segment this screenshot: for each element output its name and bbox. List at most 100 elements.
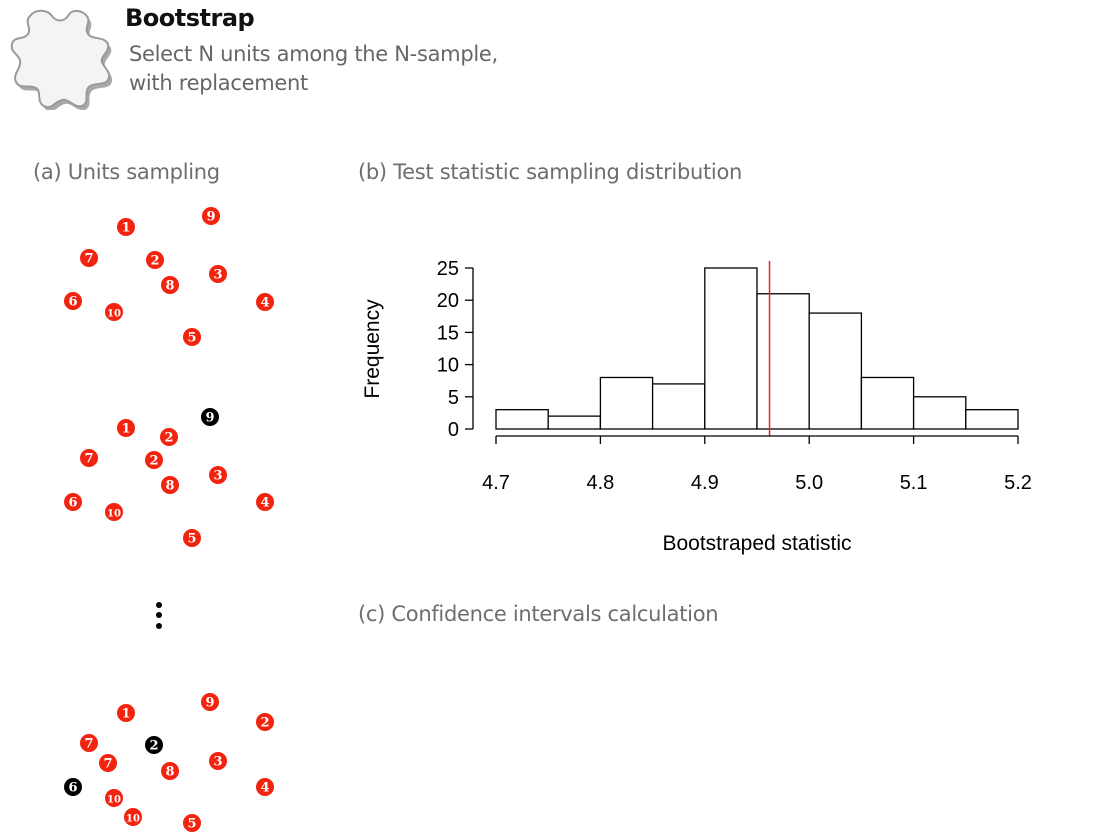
x-axis-label: Bootstraped statistic bbox=[662, 532, 851, 555]
unit-number: 2 bbox=[149, 454, 158, 469]
histogram-bar bbox=[912, 396, 967, 430]
ellipsis-dot bbox=[156, 612, 162, 618]
x-axis: 4.7 4.8 4.9 5.0 5.1 5.2 bbox=[482, 435, 1032, 494]
unit-number: 1 bbox=[121, 422, 130, 437]
unit-marker: 2 bbox=[256, 713, 274, 731]
y-axis: 0 5 10 15 20 25 bbox=[437, 258, 474, 441]
unit-circle bbox=[201, 408, 219, 426]
ellipsis-dots bbox=[156, 602, 162, 629]
histogram-bar bbox=[965, 409, 1019, 430]
unit-circle bbox=[256, 293, 274, 311]
unit-marker: 8 bbox=[161, 762, 179, 780]
panel-c-label: (c) Confidence intervals calculation bbox=[358, 602, 719, 626]
unit-circle bbox=[256, 713, 274, 731]
unit-number: 10 bbox=[107, 795, 121, 806]
unit-marker: 9 bbox=[202, 207, 220, 225]
unit-number: 8 bbox=[165, 479, 174, 494]
unit-marker: 3 bbox=[209, 466, 227, 484]
unit-marker: 4 bbox=[256, 493, 274, 511]
unit-circle bbox=[201, 693, 219, 711]
x-tick-label: 4.8 bbox=[586, 472, 614, 494]
unit-marker: 2 bbox=[146, 251, 164, 269]
unit-circle bbox=[161, 276, 179, 294]
bootstrap-histogram: 0 5 10 15 20 25 4.7 4.8 4.9 5.0 5.1 5.2 Bootstraped … bbox=[361, 258, 1032, 555]
histogram-bar bbox=[547, 415, 602, 430]
unit-number: 9 bbox=[205, 411, 214, 426]
unit-circle bbox=[117, 704, 135, 722]
panel-b-label: (b) Test statistic sampling distribution bbox=[358, 160, 743, 184]
unit-circle bbox=[80, 449, 98, 467]
unit-circle bbox=[117, 419, 135, 437]
subtitle-line-2: with replacement bbox=[129, 71, 308, 95]
unit-circle bbox=[105, 303, 123, 321]
unit-number: 9 bbox=[205, 696, 214, 711]
unit-circle bbox=[209, 265, 227, 283]
unit-marker: 10 bbox=[105, 503, 123, 521]
unit-marker: 3 bbox=[209, 265, 227, 283]
unit-circle bbox=[209, 466, 227, 484]
unit-marker: 6 bbox=[64, 493, 82, 511]
x-tick-label: 4.7 bbox=[482, 472, 510, 494]
unit-marker: 2 bbox=[160, 428, 178, 446]
unit-marker: 6 bbox=[64, 778, 82, 796]
unit-number: 7 bbox=[103, 757, 112, 772]
unit-marker: 2 bbox=[145, 451, 163, 469]
unit-circle bbox=[161, 762, 179, 780]
y-tick-label: 15 bbox=[437, 322, 459, 344]
unit-circle bbox=[145, 451, 163, 469]
unit-marker: 10 bbox=[105, 303, 123, 321]
unit-number: 9 bbox=[206, 210, 215, 225]
unit-circle bbox=[105, 789, 123, 807]
unit-marker: 5 bbox=[183, 328, 201, 346]
unit-marker: 7 bbox=[80, 449, 98, 467]
unit-number: 3 bbox=[213, 268, 222, 283]
y-tick-label: 5 bbox=[448, 387, 459, 409]
unit-marker: 3 bbox=[209, 752, 227, 770]
unit-number: 7 bbox=[84, 452, 93, 467]
unit-circle bbox=[256, 778, 274, 796]
unit-circle bbox=[145, 736, 163, 754]
unit-number: 8 bbox=[165, 765, 174, 780]
unit-circle bbox=[160, 428, 178, 446]
unit-marker: 10 bbox=[124, 808, 142, 826]
unit-number: 4 bbox=[260, 781, 269, 796]
unit-number: 7 bbox=[84, 737, 93, 752]
unit-circle bbox=[105, 503, 123, 521]
panel-a-label: (a) Units sampling bbox=[33, 160, 220, 184]
unit-marker: 5 bbox=[183, 529, 201, 547]
unit-number: 6 bbox=[68, 496, 77, 511]
unit-number: 2 bbox=[164, 431, 173, 446]
histogram-bar bbox=[756, 293, 810, 430]
unit-number: 6 bbox=[68, 295, 77, 310]
unit-marker: 7 bbox=[80, 734, 98, 752]
unit-marker: 6 bbox=[64, 292, 82, 310]
puzzle-piece-icon bbox=[10, 9, 113, 110]
unit-marker: 10 bbox=[105, 789, 123, 807]
unit-number: 3 bbox=[213, 755, 222, 770]
unit-number: 1 bbox=[121, 707, 130, 722]
unit-marker: 7 bbox=[99, 754, 117, 772]
unit-circle bbox=[124, 808, 142, 826]
unit-marker: 9 bbox=[201, 693, 219, 711]
sample-1: 1 2 3 4 5 6 7 8 9 10 bbox=[64, 207, 274, 346]
unit-marker: 4 bbox=[256, 778, 274, 796]
histogram-bar bbox=[808, 312, 863, 430]
unit-marker: 8 bbox=[161, 276, 179, 294]
x-tick-label: 4.9 bbox=[691, 472, 719, 494]
unit-marker: 4 bbox=[256, 293, 274, 311]
unit-number: 2 bbox=[150, 254, 159, 269]
histogram-bar bbox=[495, 409, 549, 430]
unit-number: 5 bbox=[187, 817, 196, 832]
x-tick-label: 5.0 bbox=[795, 472, 823, 494]
unit-number: 6 bbox=[68, 781, 77, 796]
unit-number: 10 bbox=[126, 814, 140, 825]
unit-number: 5 bbox=[187, 532, 196, 547]
unit-number: 4 bbox=[260, 296, 269, 311]
y-tick-label: 0 bbox=[448, 419, 459, 441]
unit-circle bbox=[146, 251, 164, 269]
unit-marker: 2 bbox=[145, 736, 163, 754]
unit-circle bbox=[64, 493, 82, 511]
unit-circle bbox=[64, 778, 82, 796]
